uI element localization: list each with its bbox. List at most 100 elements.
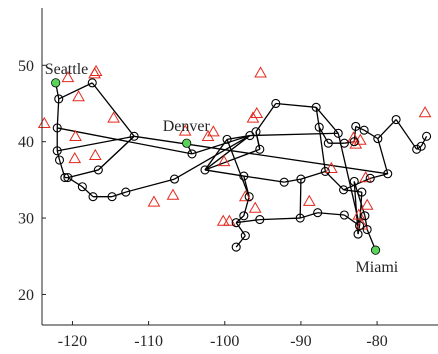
network-node bbox=[383, 169, 393, 179]
network-node bbox=[313, 208, 323, 218]
triangle-marker bbox=[178, 124, 192, 136]
network-edge bbox=[343, 189, 362, 193]
network-edge bbox=[58, 82, 93, 100]
network-node bbox=[422, 131, 432, 141]
triangle-marker bbox=[217, 155, 231, 167]
network-node bbox=[362, 224, 372, 235]
x-tick-label: -110 bbox=[134, 333, 163, 350]
triangle-marker bbox=[166, 188, 180, 200]
network-edge bbox=[57, 135, 135, 152]
network-node bbox=[333, 128, 343, 138]
city-label: Miami bbox=[356, 259, 399, 276]
network-edge bbox=[395, 119, 418, 150]
network-node bbox=[349, 176, 359, 186]
triangle-marker bbox=[222, 214, 236, 226]
triangle-marker bbox=[107, 111, 120, 123]
network-node bbox=[320, 166, 330, 177]
network-edge bbox=[299, 179, 302, 219]
network-node bbox=[373, 134, 383, 144]
network-node bbox=[311, 102, 321, 112]
network-edge bbox=[358, 192, 363, 226]
network-node bbox=[77, 182, 87, 192]
city-markers-layer bbox=[51, 78, 381, 255]
network-node bbox=[87, 78, 97, 88]
network-edge bbox=[56, 150, 61, 161]
triangle-marker bbox=[89, 64, 103, 77]
network-node bbox=[314, 122, 324, 132]
network-edge bbox=[353, 181, 366, 216]
network-node bbox=[357, 187, 367, 197]
network-edge bbox=[81, 186, 94, 198]
network-node bbox=[129, 131, 139, 141]
network-edge bbox=[318, 126, 329, 144]
network-node bbox=[349, 137, 359, 147]
triangle-marker bbox=[72, 90, 85, 102]
network-node bbox=[200, 165, 210, 175]
triangle-marker bbox=[418, 106, 432, 118]
network-node bbox=[52, 123, 62, 133]
network-edge bbox=[377, 138, 389, 174]
network-node bbox=[355, 221, 365, 231]
network-node bbox=[60, 173, 70, 183]
network-node bbox=[351, 121, 361, 131]
network-edge bbox=[255, 131, 261, 150]
triangle-marker bbox=[360, 198, 374, 210]
network-node bbox=[121, 187, 131, 197]
network-edge bbox=[235, 222, 246, 237]
network-node bbox=[169, 174, 180, 184]
city-marker bbox=[182, 138, 192, 148]
network-edge bbox=[204, 169, 244, 177]
network-node bbox=[279, 177, 289, 187]
axes-layer: -120 -110 -100 -90 -80 20 30 40 50 bbox=[18, 8, 438, 350]
triangle-marker bbox=[248, 201, 262, 213]
network-node bbox=[255, 144, 265, 154]
city-marker bbox=[51, 78, 61, 88]
city-label: Denver bbox=[163, 118, 211, 135]
triangle-marker bbox=[359, 171, 373, 183]
network-edge bbox=[299, 212, 318, 219]
triangle-marker bbox=[349, 137, 363, 149]
network-edge bbox=[243, 175, 285, 183]
node-markers-layer bbox=[52, 78, 432, 252]
network-edge bbox=[226, 139, 250, 197]
x-tick-label: -100 bbox=[210, 333, 239, 350]
edges-layer bbox=[55, 82, 428, 251]
network-edge bbox=[204, 135, 251, 171]
network-node bbox=[296, 174, 306, 184]
network-node bbox=[323, 138, 333, 148]
triangle-marker bbox=[69, 129, 82, 141]
network-edge bbox=[204, 148, 261, 171]
network-node bbox=[231, 218, 241, 228]
network-node bbox=[93, 165, 103, 175]
y-tick-label: 30 bbox=[18, 211, 34, 228]
network-edge bbox=[67, 177, 83, 188]
triangle-marker bbox=[254, 66, 267, 78]
network-edge bbox=[174, 135, 251, 180]
network-node bbox=[271, 98, 281, 109]
network-edge bbox=[420, 136, 428, 147]
network-node bbox=[88, 192, 98, 202]
network-node bbox=[339, 138, 349, 148]
network-edge bbox=[363, 129, 379, 140]
network-edge bbox=[191, 134, 251, 155]
triangle-marker bbox=[147, 195, 161, 207]
network-edge bbox=[125, 178, 175, 193]
triangle-marker bbox=[238, 190, 252, 202]
network-node bbox=[222, 134, 232, 144]
network-edge bbox=[318, 127, 326, 172]
network-node bbox=[412, 144, 422, 154]
network-node bbox=[187, 149, 197, 159]
network-node bbox=[231, 242, 241, 252]
network-edge bbox=[249, 132, 339, 137]
network-node bbox=[52, 146, 62, 156]
network-edge bbox=[370, 173, 388, 179]
triangle-marker bbox=[68, 151, 82, 164]
triangle-marker bbox=[325, 161, 338, 174]
network-node bbox=[245, 131, 255, 141]
network-edge bbox=[315, 106, 339, 134]
triangle-marker bbox=[352, 208, 366, 220]
network-edge bbox=[275, 102, 317, 108]
network-edge bbox=[56, 98, 60, 128]
network-node bbox=[295, 213, 305, 223]
